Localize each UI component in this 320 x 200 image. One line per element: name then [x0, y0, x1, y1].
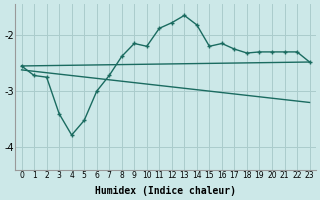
X-axis label: Humidex (Indice chaleur): Humidex (Indice chaleur) — [95, 186, 236, 196]
